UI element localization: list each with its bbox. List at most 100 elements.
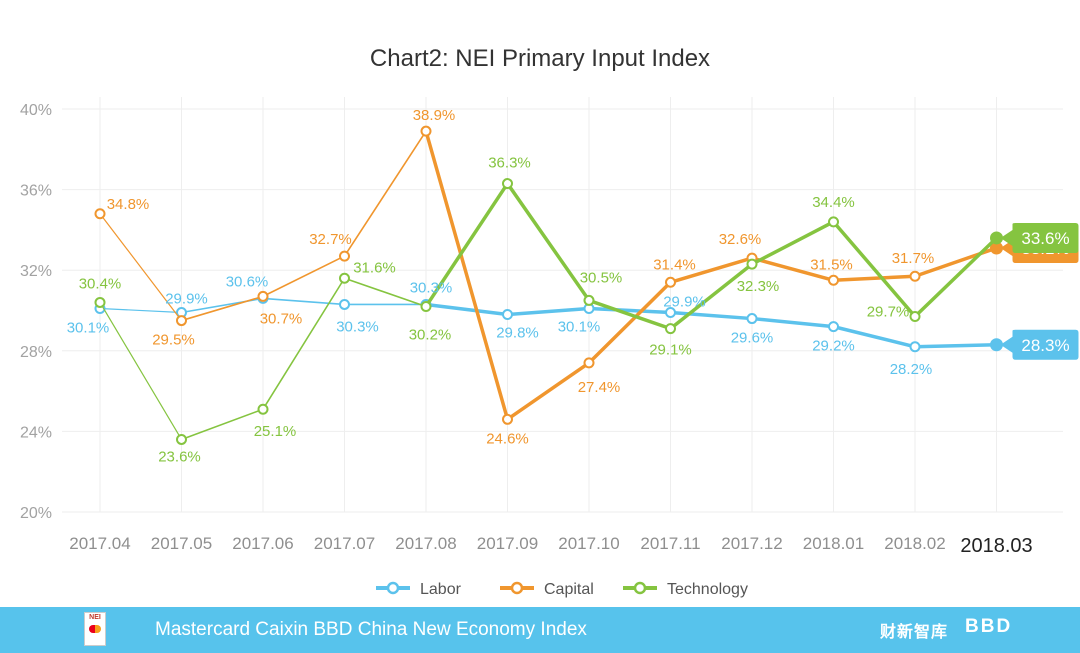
capital-data-label: 32.6%: [719, 231, 762, 248]
technology-data-label: 32.3%: [737, 278, 780, 295]
capital-point[interactable]: [828, 274, 839, 286]
end-tags: 28.3%33.1%33.6%: [1000, 222, 1079, 360]
x-tick-label: 2017.10: [558, 534, 619, 553]
y-axis: 20% 24% 28% 32% 36% 40%: [20, 102, 52, 522]
legend-item-capital[interactable]: Capital: [500, 581, 594, 598]
legend-label-technology: Technology: [667, 581, 748, 598]
legend-marker-capital: [510, 581, 524, 595]
capital-point[interactable]: [420, 125, 432, 137]
footer-title: Mastercard Caixin BBD China New Economy …: [155, 619, 587, 640]
legend-label-capital: Capital: [544, 581, 594, 598]
capital-point[interactable]: [502, 413, 513, 425]
capital-data-label: 29.5%: [152, 332, 195, 349]
x-tick-label: 2018.02: [884, 534, 945, 553]
technology-point[interactable]: [94, 296, 106, 308]
technology-line-start: [99, 302, 183, 440]
capital-point[interactable]: [339, 250, 350, 262]
y-tick-label: 32%: [20, 263, 52, 280]
data-labels: 30.1% 29.9% 30.6% 30.3% 30.3% 29.8% 30.1% 29.9%…: [67, 107, 935, 465]
chart-title: Chart2: NEI Primary Input Index: [370, 45, 710, 72]
capital-data-label: 31.5%: [810, 256, 853, 273]
labor-point[interactable]: [990, 338, 1003, 352]
x-tick-label: 2017.12: [721, 534, 782, 553]
capital-line-start: [99, 213, 182, 321]
caixin-logo: 财新智库: [880, 624, 949, 641]
labor-data-label: 30.1%: [558, 318, 601, 335]
technology-data-label: 30.5%: [580, 269, 623, 286]
capital-line: [424, 130, 998, 422]
y-tick-label: 20%: [20, 505, 52, 522]
labor-point[interactable]: [665, 307, 676, 319]
y-tick-label: 36%: [20, 183, 52, 200]
x-tick-label: 2017.07: [314, 534, 375, 553]
technology-point[interactable]: [339, 272, 350, 284]
technology-data-label: 29.7%: [867, 304, 910, 321]
y-tick-label: 28%: [20, 344, 52, 361]
labor-data-label: 30.1%: [67, 319, 110, 336]
legend-label-labor: Labor: [420, 581, 462, 598]
technology-data-label: 31.6%: [353, 259, 396, 276]
x-tick-label: 2018.01: [803, 534, 864, 553]
technology-point[interactable]: [909, 311, 921, 323]
legend-item-labor[interactable]: Labor: [376, 581, 462, 598]
labor-line-start: [99, 307, 182, 314]
labor-data-label: 30.6%: [226, 273, 269, 290]
technology-point[interactable]: [990, 231, 1003, 245]
labor-point[interactable]: [828, 321, 839, 333]
technology-data-label: 36.3%: [488, 155, 531, 172]
technology-point[interactable]: [665, 323, 676, 335]
labor-line-mid: [181, 297, 426, 314]
technology-point[interactable]: [746, 258, 758, 270]
capital-point[interactable]: [909, 270, 921, 282]
nei-logo: NEI: [84, 612, 106, 646]
technology-end-tag-label: 33.6%: [1021, 229, 1069, 248]
grid: [62, 97, 1063, 513]
bbd-logo: BBD: [965, 616, 1013, 637]
labor-data-label: 28.2%: [890, 361, 933, 378]
capital-point[interactable]: [583, 357, 595, 369]
legend[interactable]: Labor Capital Technology: [376, 581, 748, 598]
labor-point[interactable]: [502, 309, 513, 321]
capital-data-label: 32.7%: [309, 231, 352, 248]
capital-data-label: 34.8%: [107, 196, 150, 213]
capital-data-label: 27.4%: [578, 379, 621, 396]
labor-data-label: 29.9%: [663, 294, 706, 311]
technology-point[interactable]: [176, 433, 187, 445]
capital-point[interactable]: [665, 276, 676, 288]
x-tick-label: 2017.04: [69, 534, 130, 553]
y-tick-label: 40%: [20, 102, 52, 119]
technology-point[interactable]: [828, 216, 839, 228]
x-tick-label: 2018.03: [960, 535, 1032, 557]
capital-point[interactable]: [176, 315, 187, 327]
capital-data-label: 24.6%: [486, 430, 529, 447]
x-axis: 2017.04 2017.05 2017.06 2017.07 2017.08 2017.…: [69, 534, 1032, 557]
x-tick-label: 2017.08: [395, 534, 456, 553]
labor-point[interactable]: [746, 313, 758, 325]
capital-point[interactable]: [257, 290, 269, 302]
technology-point[interactable]: [420, 300, 432, 312]
labor-point[interactable]: [339, 298, 350, 310]
technology-line: [424, 181, 998, 331]
labor-data-label: 29.8%: [496, 325, 539, 342]
capital-line-mid: [181, 130, 427, 322]
footer-bar: NEI Mastercard Caixin BBD China New Econ…: [0, 607, 1080, 653]
labor-point[interactable]: [909, 341, 921, 353]
technology-point[interactable]: [583, 294, 595, 306]
technology-point[interactable]: [502, 178, 513, 190]
labor-end-tag: 28.3%: [1000, 329, 1079, 360]
technology-data-label: 25.1%: [254, 423, 297, 440]
technology-point[interactable]: [257, 403, 269, 415]
technology-data-label: 29.1%: [649, 342, 692, 359]
technology-data-label: 34.4%: [812, 194, 855, 211]
labor-end-tag-bg: [1000, 329, 1079, 360]
labor-data-label: 29.2%: [812, 338, 855, 355]
labor-data-label: 30.3%: [336, 318, 379, 335]
line-chart: Chart2: NEI Primary Input Index 20% 24% 28…: [20, 45, 1079, 598]
legend-item-technology[interactable]: Technology: [623, 581, 748, 598]
x-tick-label: 2017.06: [232, 534, 293, 553]
capital-point[interactable]: [94, 208, 106, 220]
nei-logo-text: NEI: [89, 614, 101, 621]
capital-data-label: 31.4%: [653, 256, 696, 273]
legend-marker-technology: [633, 581, 647, 595]
x-tick-label: 2017.09: [477, 534, 538, 553]
